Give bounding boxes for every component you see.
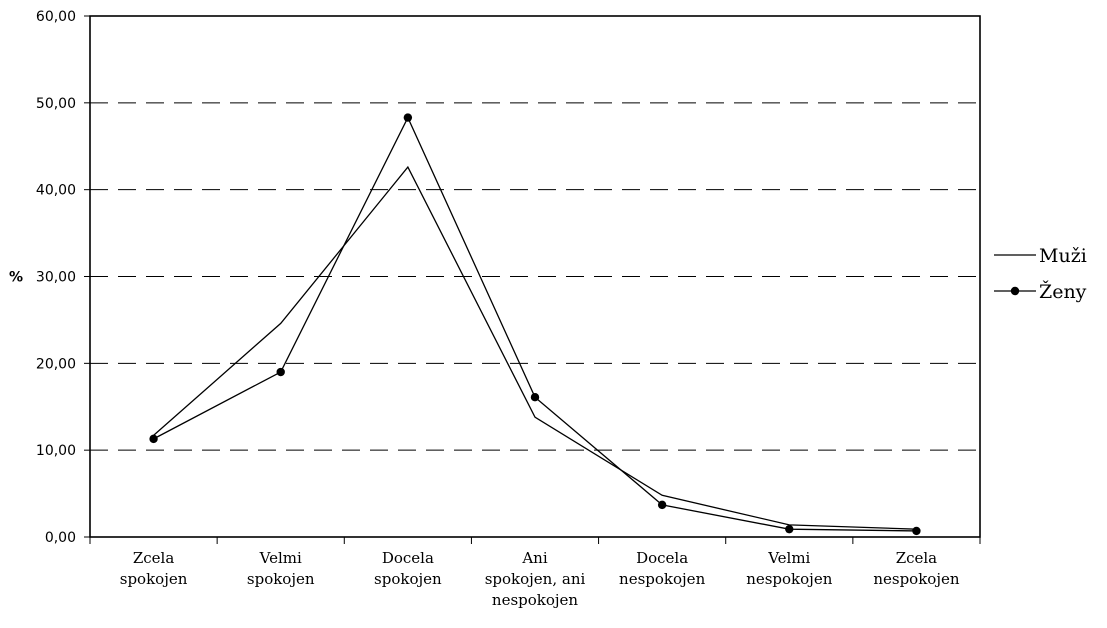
- x-tick-label: Velmi nespokojen: [746, 549, 833, 588]
- legend: Muži Ženy: [994, 245, 1087, 303]
- y-tick-label: 0,00: [45, 530, 76, 546]
- gridlines: [90, 102, 980, 451]
- plot-frame: [89, 15, 981, 538]
- x-tick-label-line: spokojen: [247, 570, 315, 588]
- x-tick-label: Zcela spokojen: [120, 549, 188, 588]
- x-tick-label-line: spokojen, ani: [485, 570, 586, 588]
- x-tick-label-line: Zcela: [133, 549, 174, 567]
- data-point: [912, 526, 921, 536]
- legend-label: Ženy: [1039, 280, 1087, 303]
- y-tick-label: 40,00: [36, 183, 76, 199]
- x-tick-label: Docela nespokojen: [619, 549, 706, 588]
- y-tick-label: 20,00: [36, 356, 76, 372]
- data-point: [530, 392, 540, 402]
- x-tick-label: Zcela nespokojen: [873, 549, 960, 588]
- y-axis-label: %: [9, 270, 23, 286]
- data-point: [149, 434, 158, 444]
- x-tick-label-line: spokojen: [120, 570, 188, 588]
- data-point: [403, 113, 413, 122]
- x-tick-label-line: Velmi: [767, 549, 810, 567]
- y-tick-label: 60,00: [36, 9, 76, 25]
- data-point: [785, 524, 794, 534]
- legend-marker: [1010, 286, 1020, 296]
- x-tick-label-line: Docela: [636, 549, 688, 567]
- data-point: [276, 367, 285, 377]
- x-tick-label-line: Zcela: [896, 549, 937, 567]
- x-tick-label-line: nespokojen: [492, 591, 579, 609]
- x-tick-label-line: spokojen: [374, 570, 442, 588]
- x-tick-label-line: Velmi: [259, 549, 302, 567]
- y-tick-label: 10,00: [36, 443, 76, 459]
- legend-label: Muži: [1039, 245, 1087, 267]
- x-tick-label: Ani spokojen, ani nespokojen: [485, 549, 586, 609]
- series-line-2: [153, 116, 917, 532]
- x-axis-ticks: Zcela spokojen Velmi spokojen Docela spokojen…: [89, 537, 981, 609]
- y-tick-label: 30,00: [36, 270, 76, 286]
- x-tick-label-line: nespokojen: [873, 570, 960, 588]
- x-tick-label-line: nespokojen: [619, 570, 706, 588]
- series-line-1: [153, 165, 917, 530]
- series-layer: [149, 113, 921, 536]
- x-tick-label-line: Docela: [382, 549, 434, 567]
- x-tick-label: Docela spokojen: [374, 549, 442, 588]
- x-tick-label-line: Ani: [521, 549, 547, 567]
- x-tick-label-line: nespokojen: [746, 570, 833, 588]
- data-point: [657, 500, 667, 510]
- y-axis-ticks: 0,00 10,00 20,00 30,00 40,00 50,00 60,00: [36, 9, 90, 546]
- y-tick-label: 50,00: [36, 96, 76, 112]
- x-tick-label: Velmi spokojen: [247, 549, 315, 588]
